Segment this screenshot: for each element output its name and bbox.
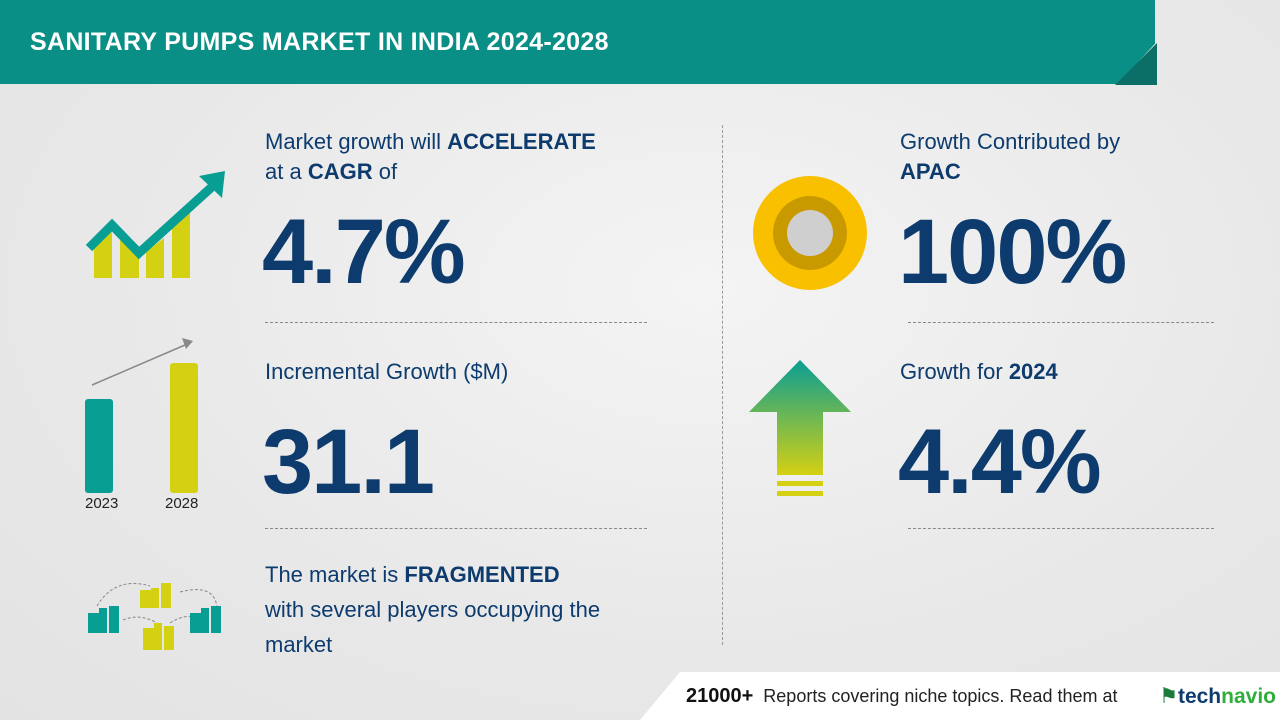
region-value: 100% <box>898 201 1127 303</box>
buildings-icon <box>88 583 221 650</box>
incremental-value: 31.1 <box>262 411 435 513</box>
footer-text: Reports covering niche topics. Read them… <box>763 685 1118 706</box>
region-label: Growth Contributed by APAC <box>900 129 1121 184</box>
footer-row: 21000+ Reports covering niche topics. Re… <box>686 672 1276 720</box>
logo-flag-icon: ⚑ <box>1159 684 1178 708</box>
market-structure-text: The market is FRAGMENTED with several pl… <box>265 562 601 657</box>
year-2023-label: 2023 <box>85 495 119 512</box>
divider <box>908 322 1214 323</box>
header-banner <box>0 0 1155 84</box>
divider <box>908 528 1214 529</box>
footer-banner <box>640 672 1280 720</box>
bar-2023 <box>85 399 113 493</box>
cagr-value: 4.7% <box>262 201 466 303</box>
page-title: SANITARY PUMPS MARKET IN INDIA 2024-2028 <box>30 28 609 56</box>
report-count: 21000+ <box>686 684 754 707</box>
bar-2028 <box>170 363 198 493</box>
growth-chart-icon <box>85 171 225 278</box>
region-donut-icon <box>753 176 867 290</box>
yoy-label: Growth for 2024 <box>900 359 1058 384</box>
up-arrow-icon <box>749 360 851 496</box>
year-2028-label: 2028 <box>165 495 199 512</box>
bar-growth-icon <box>85 338 198 493</box>
cagr-label: Market growth will ACCELERATE at a CAGR … <box>265 129 596 184</box>
yoy-value: 4.4% <box>898 411 1102 513</box>
technavio-logo[interactable]: ⚑technavio <box>1159 684 1276 708</box>
divider <box>265 322 647 323</box>
incremental-label: Incremental Growth ($M) <box>265 359 509 384</box>
vertical-divider <box>722 125 723 645</box>
divider <box>265 528 647 529</box>
